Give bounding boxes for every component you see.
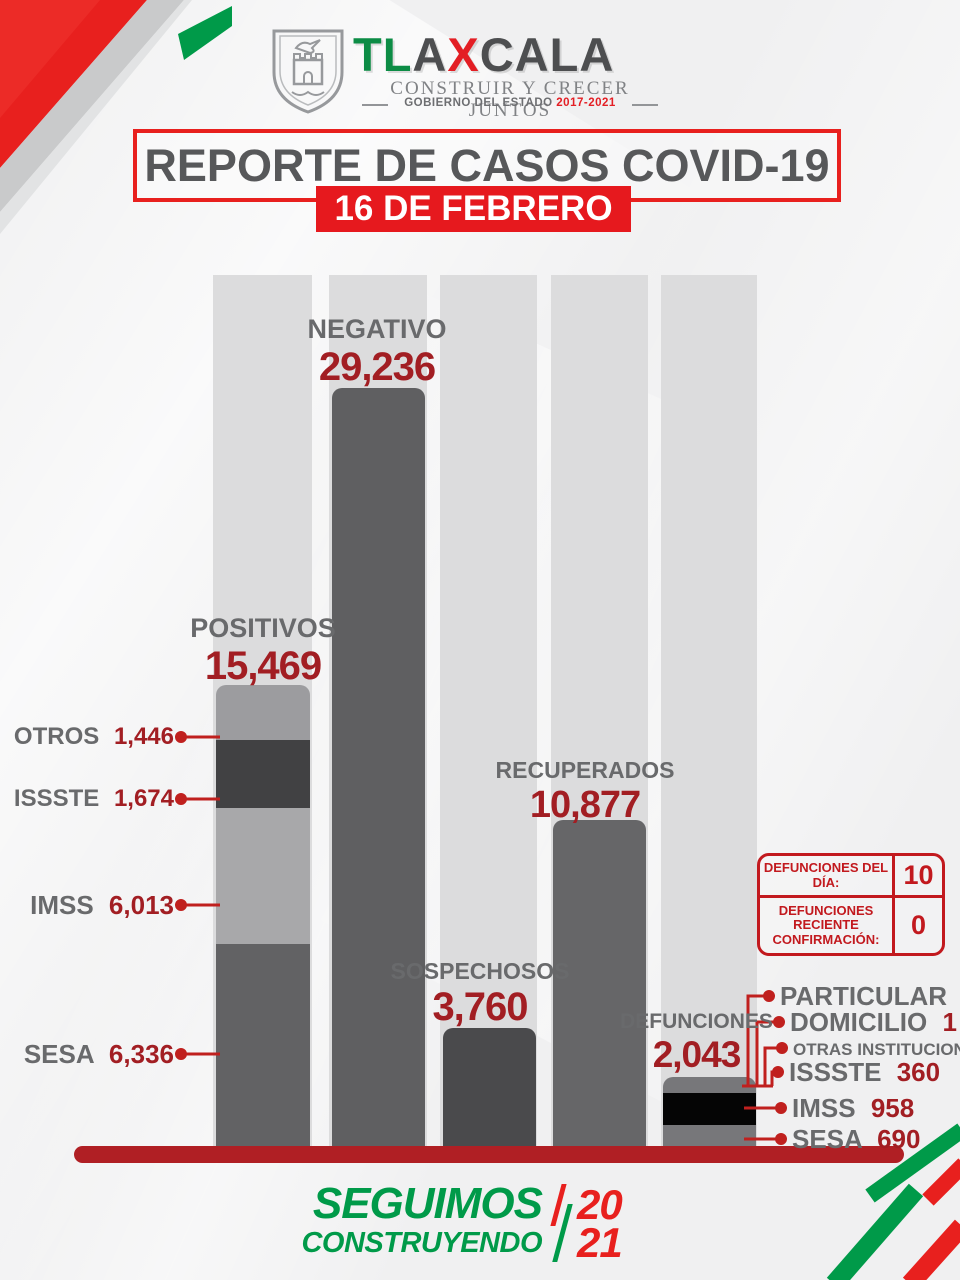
deaths-recent-label: DEFUNCIONES RECIENTE CONFIRMACIÓN: <box>760 898 895 953</box>
breakdown-otros: OTROS 1,446 <box>14 723 174 751</box>
breakdown-imss-def: IMSS 958 <box>792 1094 914 1122</box>
breakdown-otras-instituciones: OTRAS INSTITUCIONES 11 <box>793 1034 960 1064</box>
breakdown-value: 690 <box>877 1124 921 1154</box>
breakdown-label: SESA <box>23 1039 94 1069</box>
bar-negativo <box>332 388 425 1150</box>
breakdown-label: IMSS <box>792 1093 856 1123</box>
deaths-today-value: 10 <box>895 856 942 898</box>
breakdown-value: 958 <box>870 1093 915 1123</box>
footer-slogan-line1: SEGUIMOS <box>312 1179 543 1228</box>
logo-tagline: CONSTRUIR Y CRECER JUNTOS <box>390 78 630 121</box>
breakdown-particular: PARTICULAR 23 <box>780 982 960 1010</box>
category-label: SOSPECHOSOS <box>390 958 570 984</box>
logo-part-tl: TL <box>353 28 413 81</box>
logo-part-cala: CALA <box>479 28 615 81</box>
bar-sospechosos <box>443 1028 536 1150</box>
report-title-box: REPORTE DE CASOS COVID-19 <box>133 129 841 202</box>
breakdown-value: 1 <box>942 1007 957 1037</box>
breakdown-issste-def: ISSSTE 360 <box>789 1058 940 1086</box>
breakdown-label: OTROS <box>13 723 100 750</box>
bar-positivos-segment-otros <box>216 685 310 740</box>
breakdown-value: 1,446 <box>113 723 174 750</box>
corner-decoration-bottom-right <box>826 1123 960 1280</box>
chart-track-defunciones <box>661 275 757 1147</box>
breakdown-label: ISSSTE <box>789 1057 882 1087</box>
chart-baseline <box>74 1146 904 1163</box>
category-value: 3,760 <box>432 985 528 1029</box>
category-value: 10,877 <box>529 784 641 826</box>
breakdown-value: 6,013 <box>108 890 174 920</box>
footer-year-top: 20 <box>577 1181 623 1228</box>
chart-track-sospechosos <box>440 275 537 1147</box>
report-date: 16 DE FEBRERO <box>334 189 613 228</box>
gov-years: 2017-2021 <box>556 97 616 109</box>
breakdown-issste: ISSSTE 1,674 <box>14 785 174 813</box>
breakdown-label: OTRAS INSTITUCIONES <box>793 1040 960 1059</box>
footer-year-bottom: 21 <box>577 1219 623 1266</box>
breakdown-value: 360 <box>896 1057 941 1087</box>
corner-decoration-top-left <box>0 0 232 234</box>
breakdown-sesa-def: SESA 690 <box>792 1125 920 1153</box>
logo-part-x: X <box>447 28 480 81</box>
breakdown-label: SESA <box>792 1124 862 1154</box>
category-value: 15,469 <box>204 644 322 688</box>
logo-part-a: A <box>412 28 448 81</box>
category-positivos: POSITIVOS 15,469 <box>158 613 368 689</box>
category-sospechosos: SOSPECHOSOS 3,760 <box>375 958 585 1030</box>
breakdown-imss: IMSS 6,013 <box>30 891 174 919</box>
footer-years: 20 21 <box>577 1181 623 1266</box>
gov-label: GOBIERNO DEL ESTADO <box>404 97 553 109</box>
category-label: POSITIVOS <box>190 613 336 643</box>
category-recuperados: RECUPERADOS 10,877 <box>480 757 690 827</box>
category-defunciones: DEFUNCIONES 2,043 <box>594 1010 799 1076</box>
category-label: NEGATIVO <box>307 314 447 344</box>
bar-recuperados <box>553 820 646 1150</box>
logo-government-line: GOBIERNO DEL ESTADO 2017-2021 <box>355 97 665 109</box>
bar-defunciones-segment-sesa <box>663 1125 756 1150</box>
deaths-recent-value: 0 <box>910 910 927 940</box>
category-value: 2,043 <box>652 1034 742 1075</box>
breakdown-label: PARTICULAR <box>780 981 948 1011</box>
breakdown-value: 6,336 <box>108 1039 174 1069</box>
category-negativo: NEGATIVO 29,236 <box>272 314 482 390</box>
breakdown-sesa: SESA 6,336 <box>24 1040 174 1068</box>
logo-wordmark: TLAXCALA <box>353 30 673 80</box>
report-date-badge: 16 DE FEBRERO <box>316 186 631 232</box>
category-value: 29,236 <box>318 345 436 389</box>
breakdown-label: IMSS <box>30 890 94 920</box>
breakdown-value: 1,674 <box>113 785 174 812</box>
deaths-today-label: DEFUNCIONES DEL DÍA: <box>760 856 895 898</box>
breakdown-label: DOMICILIO <box>790 1007 928 1037</box>
bar-positivos-segment-imss <box>216 808 310 944</box>
category-label: RECUPERADOS <box>495 757 675 783</box>
category-label: DEFUNCIONES <box>620 1010 773 1033</box>
deaths-stats-box: DEFUNCIONES DEL DÍA: 10 DEFUNCIONES RECI… <box>757 853 945 956</box>
footer-slogan: SEGUIMOS CONSTRUYENDO <box>268 1179 543 1259</box>
gov-dash-left <box>362 104 388 106</box>
bar-positivos-segment-sesa <box>216 944 310 1150</box>
footer-slogan-line2: CONSTRUYENDO <box>301 1227 542 1259</box>
report-title: REPORTE DE CASOS COVID-19 <box>144 139 830 191</box>
bar-positivos-segment-issste <box>216 740 310 808</box>
gov-dash-right <box>632 104 658 106</box>
state-crest-logo <box>272 29 344 114</box>
breakdown-label: ISSSTE <box>13 785 100 812</box>
bar-defunciones-segment-imss <box>663 1093 756 1125</box>
bar-defunciones-segment-top <box>663 1077 756 1093</box>
breakdown-domicilio: DOMICILIO 1 <box>790 1008 957 1036</box>
